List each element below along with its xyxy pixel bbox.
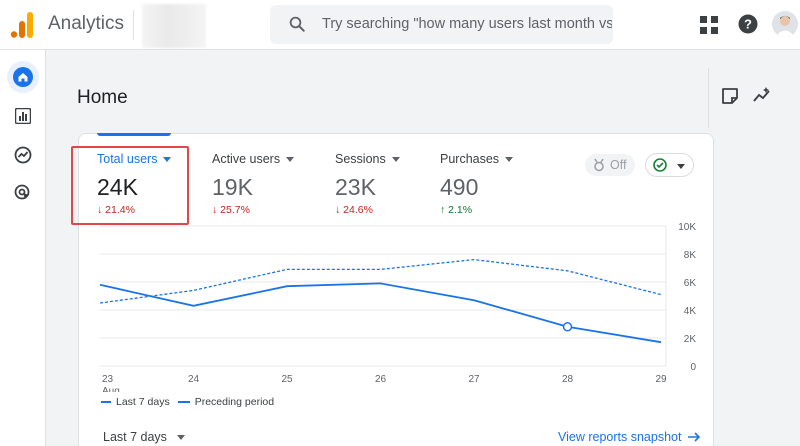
link-label: View reports snapshot [558,430,682,444]
ribbon-icon [594,158,604,172]
nav-home-button[interactable] [7,61,39,93]
chart-legend: Last 7 days Preceding period [101,396,274,408]
avatar[interactable] [772,11,798,37]
legend-solid-swatch [101,401,111,403]
home-icon [13,67,33,87]
top-bar: Analytics Try searching "how many users … [0,0,800,50]
toggle-label: Off [610,158,627,172]
summary-card [78,133,714,446]
user-avatar-icon [772,11,798,37]
x-tick-sublabel: Aug [102,386,120,392]
metric-value: 19K [212,174,253,200]
x-tick-label: 23 [102,374,114,385]
check-circle-icon [653,158,667,172]
y-tick-label: 2K [684,334,697,345]
caret-down-icon [163,156,172,162]
y-tick-label: 10K [678,222,696,233]
series-line-current [99,282,662,344]
insights-toggle[interactable]: Off [585,154,635,176]
metric-change: ↓ 24.6% [335,204,373,216]
analytics-logo-icon[interactable] [10,12,34,38]
svg-text:?: ? [744,17,752,32]
insights-note-icon[interactable] [720,86,740,106]
y-tick-label: 6K [684,278,697,289]
highlight-annotation [71,146,189,225]
bar-chart-icon [15,108,31,124]
metric-label: Active users [212,152,295,166]
date-range-label: Last 7 days [103,430,167,444]
caret-down-icon [176,434,185,440]
metric-value: 490 [440,174,479,200]
metric-active-users[interactable]: Active users 19K ↓ 25.7% [212,152,295,216]
explore-icon [14,146,32,164]
line-chart: 10K 8K 6K 4K 2K 0 23 24 25 26 27 28 29 Aug [99,222,697,392]
caret-down-icon [391,156,400,162]
trending-sparkle-icon[interactable] [752,86,772,106]
page-title: Home [77,87,128,108]
y-tick-label: 0 [690,362,696,373]
nav-reports-button[interactable] [7,100,39,132]
nav-explore-button[interactable] [7,139,39,171]
legend-dashed-swatch [177,401,190,403]
search-icon [289,16,305,32]
comparison-selector[interactable] [645,153,694,177]
metric-change: ↑ 2.1% [440,204,473,216]
metric-label: Purchases [440,152,514,166]
date-range-dropdown[interactable]: Last 7 days [103,430,185,444]
metric-value: 24K [97,174,138,200]
right-panel-divider [708,68,709,128]
caret-down-icon [505,156,514,162]
data-point-marker [562,322,573,332]
nav-advertising-button[interactable] [7,177,39,209]
view-reports-link[interactable]: View reports snapshot [558,430,701,444]
series-line-preceding [99,258,662,304]
y-tick-label: 4K [684,306,697,317]
legend-previous: Preceding period [194,396,275,408]
account-selector[interactable] [142,4,206,48]
y-tick-label: 8K [684,250,697,261]
metric-label: Sessions [335,152,400,166]
metric-change: ↓ 25.7% [212,204,250,216]
selected-tab-indicator [97,133,171,136]
search-placeholder: Try searching "how many users last month… [322,16,612,32]
legend-current: Last 7 days [116,396,170,408]
app-title: Analytics [48,13,125,34]
metric-change: ↓ 21.4% [97,204,135,216]
advertising-icon [14,184,30,200]
caret-down-icon [286,156,295,162]
metric-total-users[interactable]: Total users 24K ↓ 21.4% [97,152,172,216]
metric-label: Total users [97,152,172,166]
help-icon[interactable]: ? [738,14,758,34]
x-tick-label: 25 [281,374,293,385]
arrow-right-icon [688,432,701,442]
x-tick-label: 24 [188,374,200,385]
caret-down-icon [677,164,685,169]
metric-value: 23K [335,174,376,200]
divider [133,10,134,40]
apps-grid-icon[interactable] [700,16,718,34]
x-tick-label: 29 [655,374,667,385]
left-nav [0,50,46,446]
x-tick-label: 26 [375,374,387,385]
x-tick-label: 28 [562,374,574,385]
metric-sessions[interactable]: Sessions 23K ↓ 24.6% [335,152,400,216]
metric-purchases[interactable]: Purchases 490 ↑ 2.1% [440,152,514,216]
search-input[interactable]: Try searching "how many users last month… [270,5,613,44]
x-tick-label: 27 [468,374,480,385]
